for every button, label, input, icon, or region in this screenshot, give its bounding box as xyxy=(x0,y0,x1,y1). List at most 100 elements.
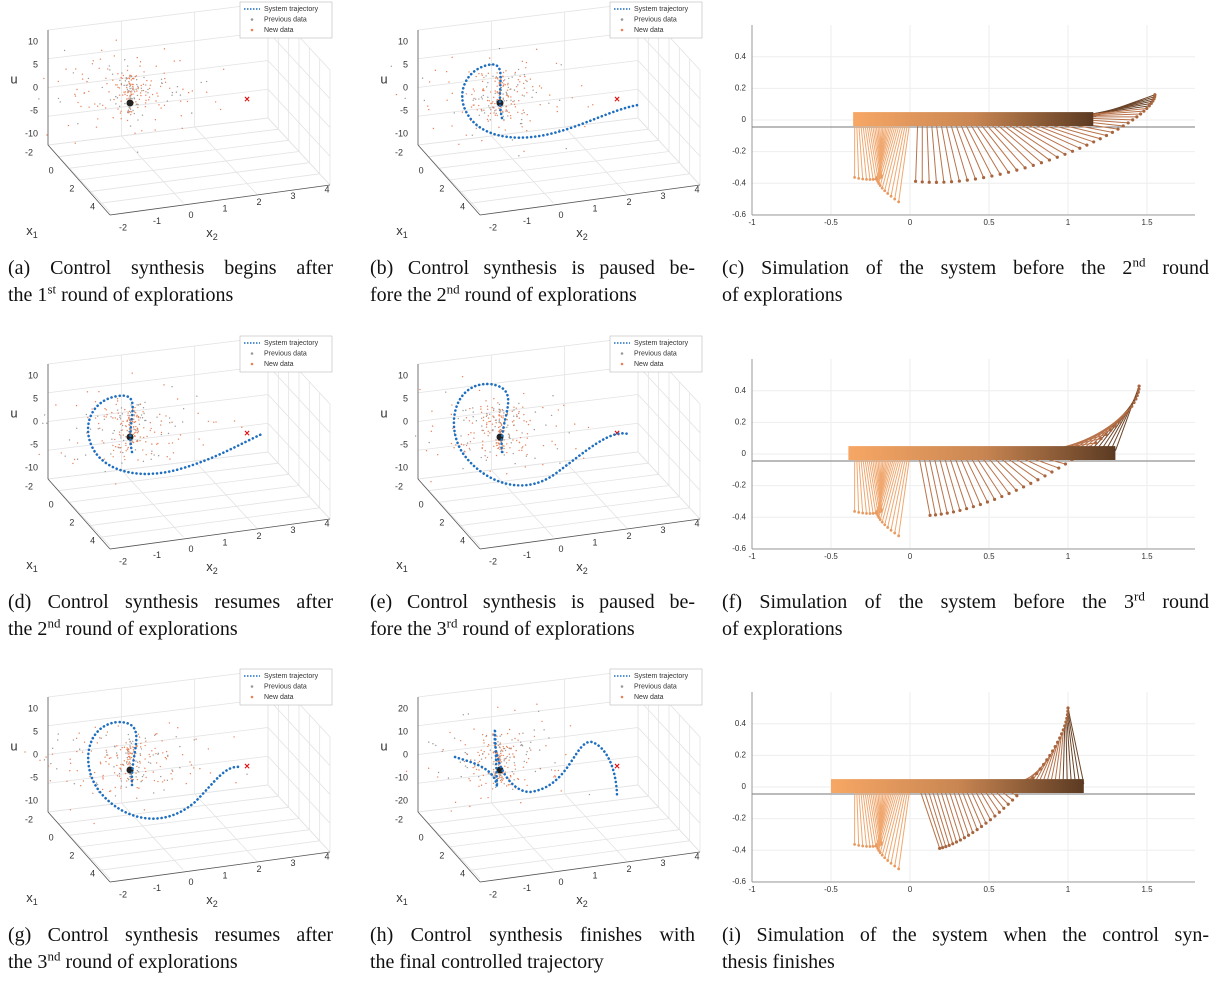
caption-line: the 2nd round of explorations xyxy=(8,616,333,643)
link-end xyxy=(897,200,900,203)
data-point xyxy=(514,710,515,711)
data-point xyxy=(516,416,517,417)
data-point xyxy=(472,767,473,768)
data-point xyxy=(525,67,526,68)
data-point xyxy=(131,111,132,112)
data-point xyxy=(451,57,452,58)
caption-line: (d) Control synthesis resumes after xyxy=(8,589,333,616)
data-point xyxy=(143,77,144,78)
data-point xyxy=(503,83,504,84)
data-point xyxy=(135,449,136,450)
data-point xyxy=(543,445,544,446)
data-point xyxy=(129,741,130,742)
data-point xyxy=(476,420,477,421)
data-point xyxy=(509,784,510,785)
data-point xyxy=(527,433,528,434)
x1-tick-label: 4 xyxy=(90,868,95,878)
link-end xyxy=(883,189,886,192)
data-point xyxy=(129,746,130,747)
data-point xyxy=(133,78,134,79)
data-point xyxy=(504,771,505,772)
caption-text: (d) Control synthesis resumes after xyxy=(8,591,333,613)
data-point xyxy=(513,415,514,416)
data-point xyxy=(72,463,73,464)
data-point xyxy=(177,86,178,87)
x-tick-label: 0.5 xyxy=(983,885,995,894)
axis-label: x2 xyxy=(206,892,218,909)
data-point xyxy=(494,774,495,775)
grid-line xyxy=(48,670,268,697)
data-point xyxy=(137,779,138,780)
x2-tick-label: 0 xyxy=(558,877,563,887)
grid-line xyxy=(418,812,480,882)
link-end xyxy=(1051,749,1054,752)
target-marker: × xyxy=(614,762,620,773)
caption-text: of explorations xyxy=(722,618,843,640)
data-point xyxy=(138,404,139,405)
link-end xyxy=(883,856,886,859)
link-end xyxy=(879,184,882,187)
x2-tick-label: 0 xyxy=(188,544,193,554)
data-point xyxy=(483,110,484,111)
data-point xyxy=(144,768,145,769)
link-end xyxy=(1057,466,1060,469)
data-point xyxy=(111,439,112,440)
data-point xyxy=(486,424,487,425)
link-end xyxy=(881,187,884,190)
data-point xyxy=(501,449,502,450)
data-point xyxy=(133,749,134,750)
data-point xyxy=(122,764,123,765)
data-point xyxy=(97,784,98,785)
data-point xyxy=(481,110,482,111)
data-point xyxy=(191,764,192,765)
data-point xyxy=(122,429,123,430)
y-tick-label: -0.4 xyxy=(732,178,746,187)
data-point xyxy=(503,116,504,117)
data-point xyxy=(128,734,129,735)
data-point xyxy=(493,752,494,753)
data-point xyxy=(98,423,99,424)
data-point xyxy=(491,757,492,758)
data-point xyxy=(100,763,101,764)
grid-line xyxy=(418,756,638,783)
data-point xyxy=(123,85,124,86)
link-end xyxy=(1139,112,1142,115)
data-point xyxy=(542,464,543,465)
data-point xyxy=(460,740,461,741)
x2-tick-label: 2 xyxy=(626,197,631,207)
link-end xyxy=(1104,433,1107,436)
data-point xyxy=(169,417,170,418)
grid-line xyxy=(48,366,268,393)
data-point xyxy=(208,748,209,749)
legend-label: Previous data xyxy=(264,683,307,690)
link-end xyxy=(1048,754,1051,757)
data-point xyxy=(139,404,140,405)
grid-line xyxy=(48,32,268,59)
link-end xyxy=(1000,495,1003,498)
data-point xyxy=(526,62,527,63)
data-point xyxy=(517,112,518,113)
data-point xyxy=(462,468,463,469)
data-point xyxy=(169,722,170,723)
data-point xyxy=(473,88,474,89)
data-point xyxy=(100,58,101,59)
x-tick-label: 1 xyxy=(1066,218,1071,227)
data-point xyxy=(156,733,157,734)
link-end xyxy=(1131,118,1134,121)
data-point xyxy=(233,736,234,737)
caption-text: round of explorations xyxy=(60,951,237,973)
link-end xyxy=(965,507,968,510)
data-point xyxy=(171,422,172,423)
data-point xyxy=(481,109,482,110)
link-end xyxy=(1138,384,1141,387)
caption-text: (e) Control synthesis is paused be- xyxy=(370,591,695,613)
data-point xyxy=(462,376,463,377)
data-point xyxy=(107,68,108,69)
data-point xyxy=(65,68,66,69)
link-end xyxy=(940,513,943,516)
data-point xyxy=(498,757,499,758)
data-point xyxy=(103,416,104,417)
link-end xyxy=(914,180,917,183)
data-point xyxy=(201,82,202,83)
data-point xyxy=(497,442,498,443)
